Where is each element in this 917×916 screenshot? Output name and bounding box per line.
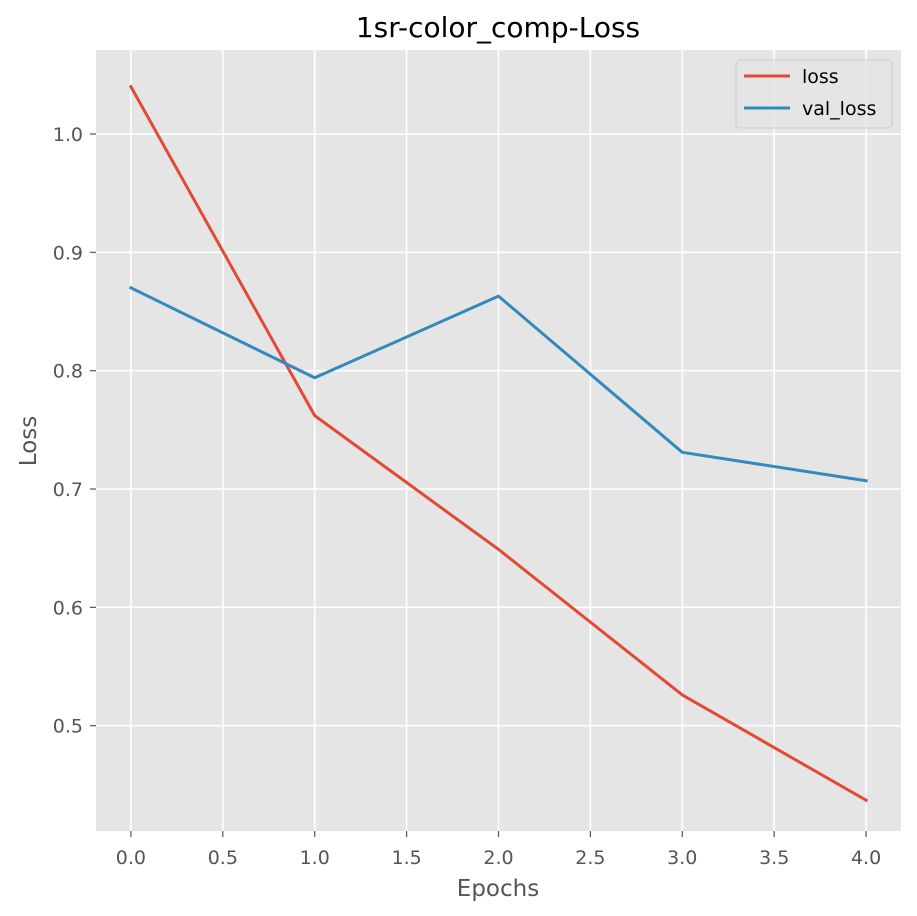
series-lines	[128, 84, 869, 803]
x-axis-ticks: 0.0 0.5 1.0 1.5 2.0 2.5 3.0 3.5 4.0	[116, 831, 881, 869]
series-line-val-loss	[128, 285, 868, 483]
x-tick-label: 2.5	[575, 847, 605, 869]
series-line-loss	[128, 84, 869, 803]
grid	[96, 50, 901, 831]
y-tick-label: 0.7	[53, 479, 83, 501]
legend-label-val-loss: val_loss	[802, 98, 876, 120]
y-tick-label: 0.9	[53, 242, 83, 264]
x-tick-label: 1.0	[300, 847, 330, 869]
legend-label-loss: loss	[802, 66, 839, 88]
x-tick-label: 3.0	[667, 847, 697, 869]
legend: loss val_loss	[735, 59, 893, 129]
y-tick-label: 0.8	[53, 361, 83, 383]
x-tick-label: 2.0	[483, 847, 513, 869]
y-tick-label: 1.0	[53, 124, 83, 146]
x-tick-label: 1.5	[391, 847, 421, 869]
chart-title: 1sr-color_comp-Loss	[356, 11, 640, 44]
y-axis-label: Loss	[16, 416, 42, 466]
x-axis-label: Epochs	[457, 876, 539, 902]
y-axis-ticks: 0.5 0.6 0.7 0.8 0.9 1.0	[53, 124, 96, 738]
y-tick-label: 0.5	[53, 716, 83, 738]
x-tick-label: 0.0	[116, 847, 146, 869]
x-tick-label: 4.0	[851, 847, 881, 869]
x-tick-label: 3.5	[759, 847, 789, 869]
x-tick-label: 0.5	[208, 847, 238, 869]
y-tick-label: 0.6	[53, 597, 83, 619]
